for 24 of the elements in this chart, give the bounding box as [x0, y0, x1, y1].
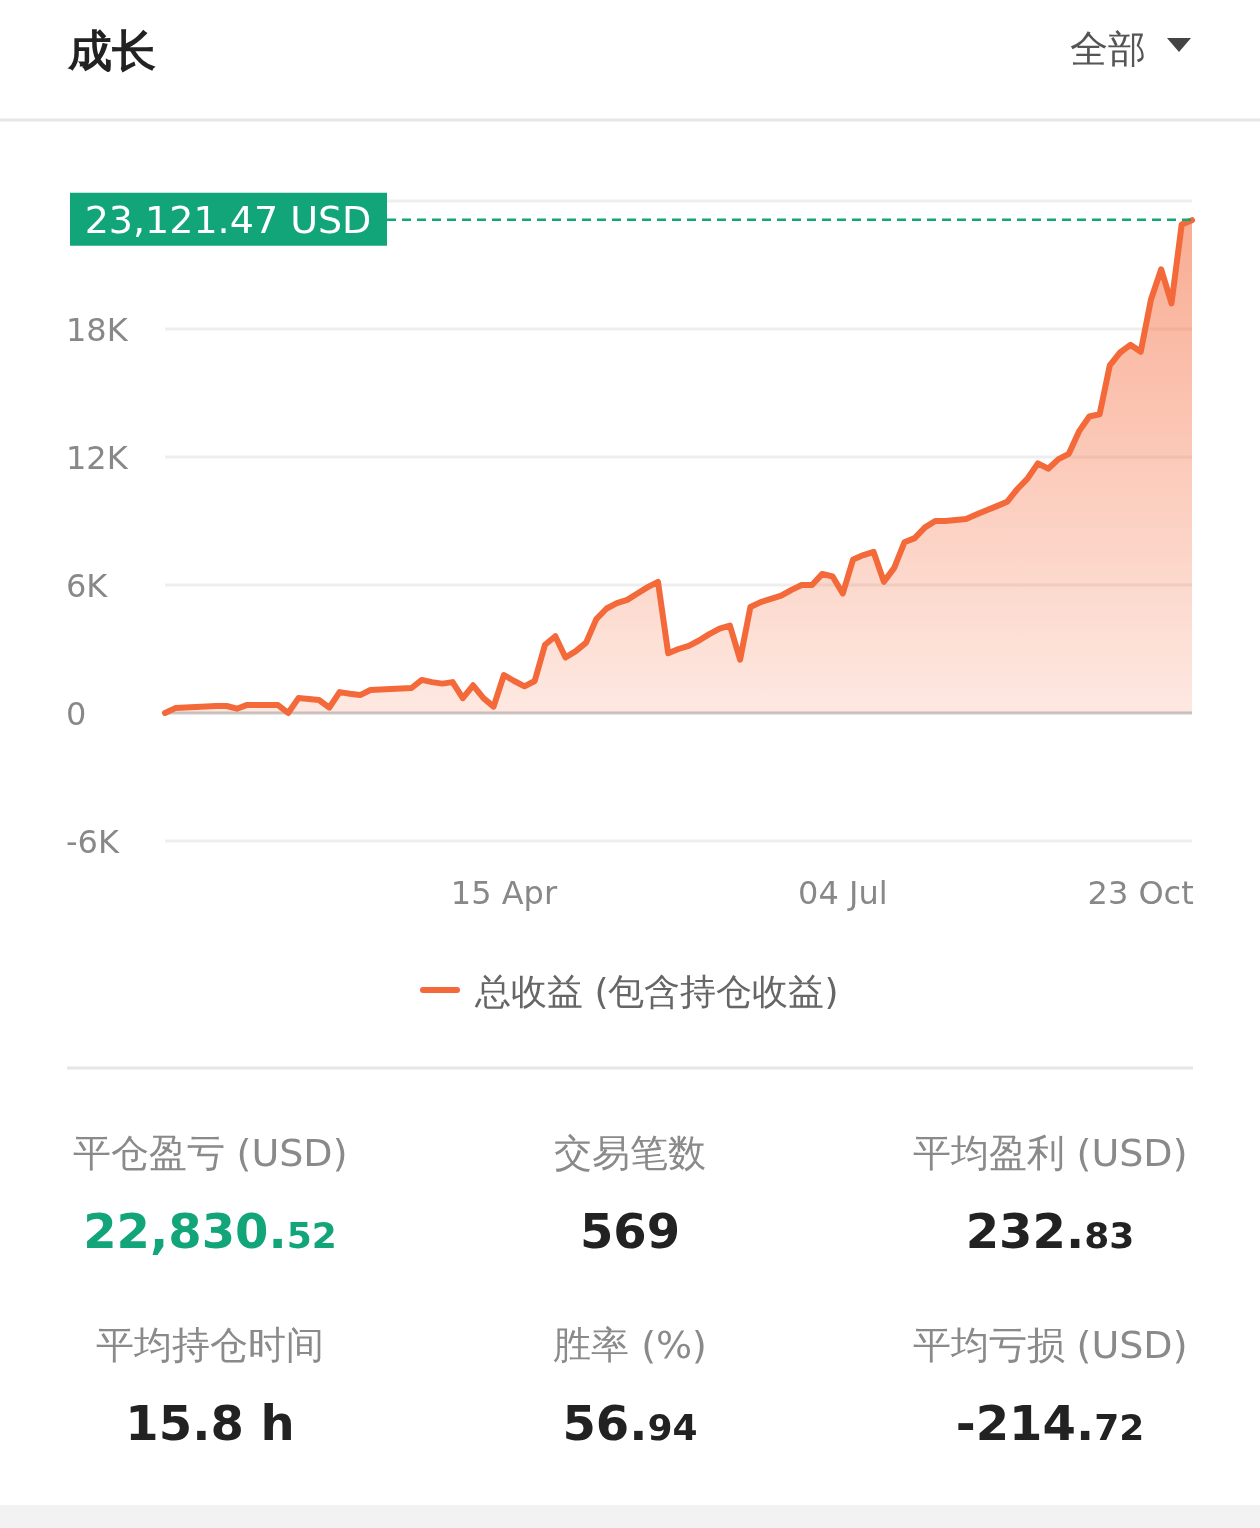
y-tick-label: 0 — [66, 695, 87, 733]
text: 22,830.52 — [83, 1203, 337, 1259]
text: 15.8 h — [125, 1395, 295, 1451]
x-tick-label: 23 Oct — [1087, 874, 1194, 912]
text: 平均持仓时间 — [96, 1323, 324, 1367]
x-tick-label: 04 Jul — [798, 874, 888, 912]
x-tick-label: 15 Apr — [450, 874, 558, 912]
y-tick-label: 12K — [66, 439, 129, 477]
text: 交易笔数 — [554, 1131, 706, 1175]
text: 平均亏损 (USD) — [912, 1323, 1188, 1367]
text: -214.72 — [955, 1395, 1145, 1451]
chart-title: 成长 — [67, 25, 156, 76]
legend-label: 总收益 (包含持仓收益) — [474, 971, 839, 1012]
text: 胜率 (%) — [553, 1323, 707, 1367]
ref-line-label: 23,121.47 USD — [84, 197, 372, 242]
text: 232.83 — [965, 1203, 1135, 1259]
y-tick-label: 6K — [66, 567, 109, 605]
text: 56.94 — [562, 1395, 698, 1451]
y-tick-label: -6K — [66, 823, 120, 861]
text: 平均盈利 (USD) — [912, 1131, 1188, 1175]
text: 569 — [579, 1203, 681, 1259]
y-tick-label: 18K — [66, 311, 129, 349]
text: 全部 — [1070, 27, 1146, 71]
text: 平仓盈亏 (USD) — [72, 1131, 348, 1175]
